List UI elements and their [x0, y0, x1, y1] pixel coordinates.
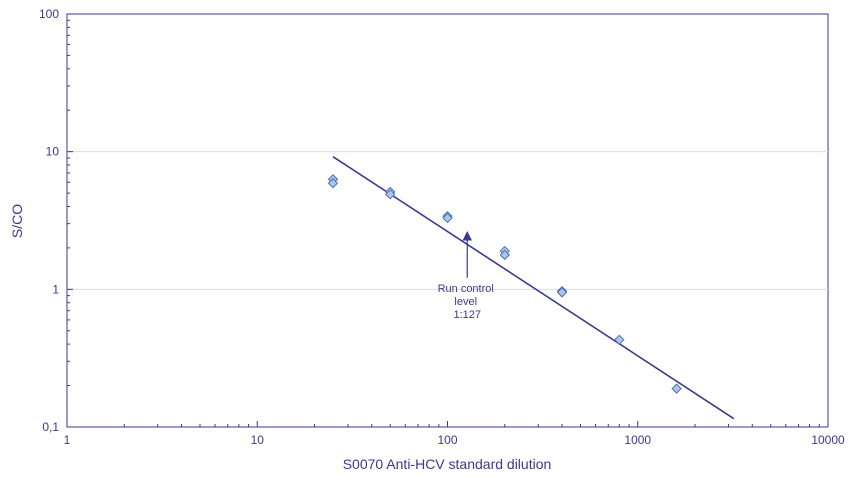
y-axis-title: S/CO — [9, 204, 25, 238]
x-tick-label: 100 — [437, 433, 457, 447]
data-point-diamond — [327, 178, 339, 189]
axis-ticks: 1 10 100 1000 10000 0,1 1 10 100 — [39, 7, 845, 447]
y-tick-label: 0,1 — [42, 420, 59, 434]
x-tick-label: 10 — [251, 433, 265, 447]
data-point-diamond — [442, 212, 453, 224]
data-points — [327, 174, 682, 394]
regression-line — [332, 155, 735, 420]
data-point-diamond — [671, 383, 682, 394]
data-point-diamond — [499, 249, 510, 261]
annotation-text: Run control level 1:127 — [438, 283, 497, 321]
data-point-diamond — [614, 334, 625, 345]
annotation-line-3: 1:127 — [453, 309, 481, 321]
regression-line-group — [332, 155, 735, 420]
x-axis-title: S0070 Anti-HCV standard dilution — [343, 456, 552, 472]
data-point-diamond — [385, 189, 396, 200]
data-point-diamond — [556, 287, 568, 298]
annotation-line-1: Run control — [438, 283, 494, 295]
run-control-annotation: Run control level 1:127 — [438, 230, 497, 321]
x-tick-label: 1 — [64, 433, 71, 447]
y-tick-label: 100 — [39, 7, 59, 21]
x-tick-label: 10000 — [811, 433, 845, 447]
y-tick-label: 1 — [52, 282, 59, 296]
x-tick-label: 1000 — [624, 433, 651, 447]
y-tick-label: 10 — [46, 145, 60, 159]
annotation-line-2: level — [454, 296, 477, 308]
grid-lines — [67, 151, 828, 290]
